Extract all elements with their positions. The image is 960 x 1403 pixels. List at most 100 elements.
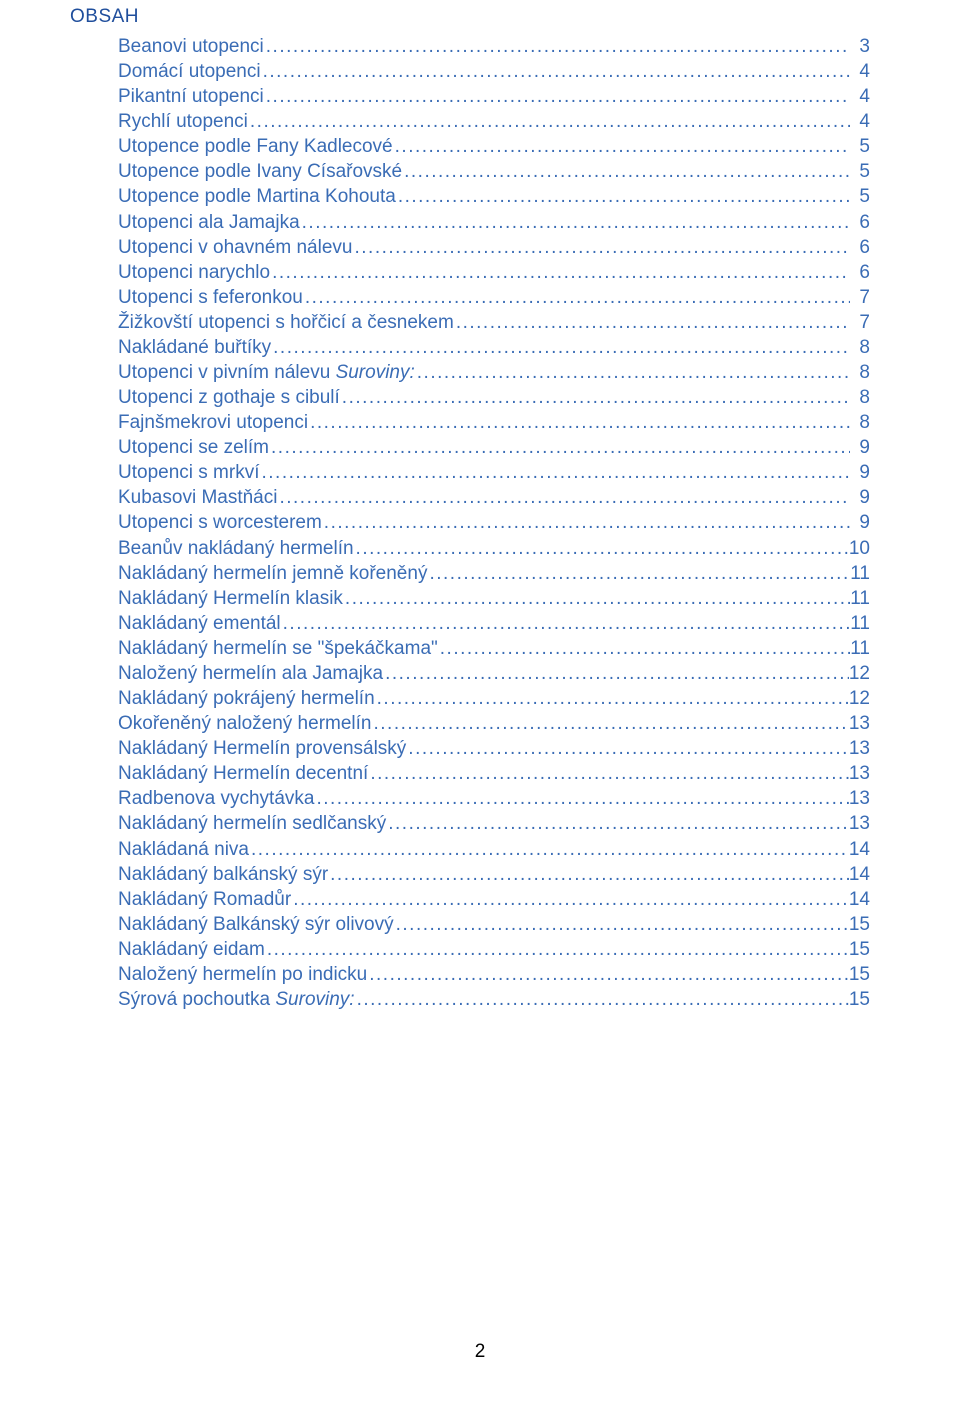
toc-entry-title: Domácí utopenci [118, 59, 261, 84]
toc-row[interactable]: Utopenci z gothaje s cibulí8 [118, 385, 870, 410]
toc-row[interactable]: Nakládaný Balkánský sýr olivový 15 [118, 912, 870, 937]
toc-entry-page: 10 [849, 536, 870, 561]
toc-row[interactable]: Utopence podle Ivany Císařovské5 [118, 159, 870, 184]
toc-leader-dots [248, 109, 850, 134]
toc-entry-title: Nakládaný pokrájený hermelín [118, 686, 375, 711]
toc-entry-title: Beanův nakládaný hermelín [118, 536, 354, 561]
toc-entry-suffix: Suroviny: [336, 362, 415, 383]
toc-row[interactable]: Nakládaný hermelín jemně kořeněný 11 [118, 561, 870, 586]
toc-entry-page: 8 [850, 410, 870, 435]
toc-entry-page: 9 [850, 510, 870, 535]
toc-leader-dots [394, 912, 849, 937]
toc-row[interactable]: Nakládaný Romadůr14 [118, 887, 870, 912]
toc-entry-page: 13 [849, 736, 870, 761]
toc-entry-title: Nakládaný Hermelín decentní [118, 761, 368, 786]
toc-row[interactable]: Utopenci ala Jamajka6 [118, 210, 870, 235]
toc-leader-dots [402, 159, 850, 184]
toc-row[interactable]: Pikantní utopenci4 [118, 84, 870, 109]
toc-row[interactable]: Nakládaný balkánský sýr 14 [118, 862, 870, 887]
toc-leader-dots [300, 210, 850, 235]
toc-row[interactable]: Nakládaný Hermelín klasik11 [118, 586, 870, 611]
toc-row[interactable]: Utopenci v ohavném nálevu6 [118, 235, 870, 260]
toc-row[interactable]: Utopenci s worcesterem 9 [118, 510, 870, 535]
toc-entry-title: Kubasovi Mastňáci [118, 485, 277, 510]
toc-leader-dots [354, 536, 849, 561]
toc-row[interactable]: Nakládaný hermelín sedlčanský13 [118, 811, 870, 836]
toc-row[interactable]: Nakládaný Hermelín provensálský13 [118, 736, 870, 761]
toc-heading: OBSAH [70, 6, 870, 28]
toc-leader-dots [393, 134, 850, 159]
toc-entry-page: 3 [850, 34, 870, 59]
toc-row[interactable]: Domácí utopenci4 [118, 59, 870, 84]
toc-entry-page: 9 [850, 435, 870, 460]
toc-entry-page: 14 [849, 862, 870, 887]
toc-row[interactable]: Utopenci s feferonkou7 [118, 285, 870, 310]
toc-entry-page: 15 [849, 912, 870, 937]
toc-row[interactable]: Naložený hermelín ala Jamajka12 [118, 661, 870, 686]
toc-row[interactable]: Utopenci v pivním nálevu Suroviny:8 [118, 360, 870, 385]
toc-row[interactable]: Kubasovi Mastňáci9 [118, 485, 870, 510]
toc-entry-title: Rychlí utopenci [118, 109, 248, 134]
toc-entry-page: 11 [850, 636, 870, 661]
toc-row[interactable]: Radbenova vychytávka13 [118, 786, 870, 811]
toc-entry-title: Utopenci s worcesterem [118, 510, 322, 535]
toc-row[interactable]: Nakládané buřtíky8 [118, 335, 870, 360]
toc-leader-dots [291, 887, 849, 912]
toc-entry-title: Utopenci z gothaje s cibulí [118, 385, 340, 410]
toc-row[interactable]: Utopenci narychlo6 [118, 260, 870, 285]
toc-leader-dots [269, 435, 850, 460]
toc-entry-page: 5 [850, 134, 870, 159]
toc-entry-title: Nakládaný hermelín se "špekáčkama" [118, 636, 438, 661]
toc-entry-page: 6 [850, 260, 870, 285]
toc-leader-dots [367, 962, 849, 987]
toc-entry-title: Nakládaná niva [118, 837, 249, 862]
toc-row[interactable]: Okořeněný naložený hermelín13 [118, 711, 870, 736]
toc-leader-dots [415, 360, 850, 385]
toc-row[interactable]: Nakládaný hermelín se "špekáčkama" 11 [118, 636, 870, 661]
toc-entry-page: 15 [849, 937, 870, 962]
toc-row[interactable]: Nakládaný ementál11 [118, 611, 870, 636]
page: OBSAH Beanovi utopenci3Domácí utopenci4P… [0, 0, 960, 1403]
toc-leader-dots [368, 761, 849, 786]
toc-row[interactable]: Nakládaný Hermelín decentní13 [118, 761, 870, 786]
toc-row[interactable]: Beanovi utopenci3 [118, 34, 870, 59]
toc-row[interactable]: Fajnšmekrovi utopenci8 [118, 410, 870, 435]
toc-row[interactable]: Sýrová pochoutka Suroviny:15 [118, 987, 870, 1012]
toc-entry-title: Nakládaný balkánský sýr [118, 862, 328, 887]
toc-entry-title: Okořeněný naložený hermelín [118, 711, 371, 736]
toc-entry-page: 7 [850, 285, 870, 310]
toc-entry-title: Nakládaný eidam [118, 937, 265, 962]
toc-leader-dots [314, 786, 848, 811]
toc-row[interactable]: Nakládaná niva14 [118, 837, 870, 862]
toc-row[interactable]: Utopence podle Fany Kadlecové 5 [118, 134, 870, 159]
toc-entry-page: 8 [850, 335, 870, 360]
toc-entry-title: Utopence podle Fany Kadlecové [118, 134, 393, 159]
toc-row[interactable]: Žižkovští utopenci s hořčicí a česnekem7 [118, 310, 870, 335]
toc-row[interactable]: Beanův nakládaný hermelín 10 [118, 536, 870, 561]
toc-leader-dots [322, 510, 850, 535]
toc-entry-title: Utopence podle Ivany Císařovské [118, 159, 402, 184]
toc-leader-dots [427, 561, 850, 586]
toc-row[interactable]: Utopence podle Martina Kohouta5 [118, 184, 870, 209]
toc-row[interactable]: Nakládaný pokrájený hermelín 12 [118, 686, 870, 711]
toc-entry-page: 11 [850, 561, 870, 586]
toc-row[interactable]: Utopenci s mrkví9 [118, 460, 870, 485]
toc-row[interactable]: Nakládaný eidam 15 [118, 937, 870, 962]
toc-entry-title: Nakládaný hermelín jemně kořeněný [118, 561, 427, 586]
toc: Beanovi utopenci3Domácí utopenci4Pikantn… [118, 34, 870, 1012]
toc-entry-page: 15 [849, 987, 870, 1012]
toc-row[interactable]: Utopenci se zelím9 [118, 435, 870, 460]
toc-entry-page: 15 [849, 962, 870, 987]
toc-row[interactable]: Rychlí utopenci4 [118, 109, 870, 134]
toc-leader-dots [396, 184, 850, 209]
toc-row[interactable]: Naložený hermelín po indicku15 [118, 962, 870, 987]
toc-entry-page: 12 [849, 661, 870, 686]
toc-leader-dots [386, 811, 849, 836]
toc-entry-title: Nakládaný Balkánský sýr olivový [118, 912, 394, 937]
toc-entry-page: 4 [850, 84, 870, 109]
toc-entry-title: Utopenci v ohavném nálevu [118, 235, 352, 260]
toc-leader-dots [406, 736, 849, 761]
toc-entry-page: 12 [849, 686, 870, 711]
toc-leader-dots [328, 862, 849, 887]
toc-entry-page: 14 [849, 887, 870, 912]
